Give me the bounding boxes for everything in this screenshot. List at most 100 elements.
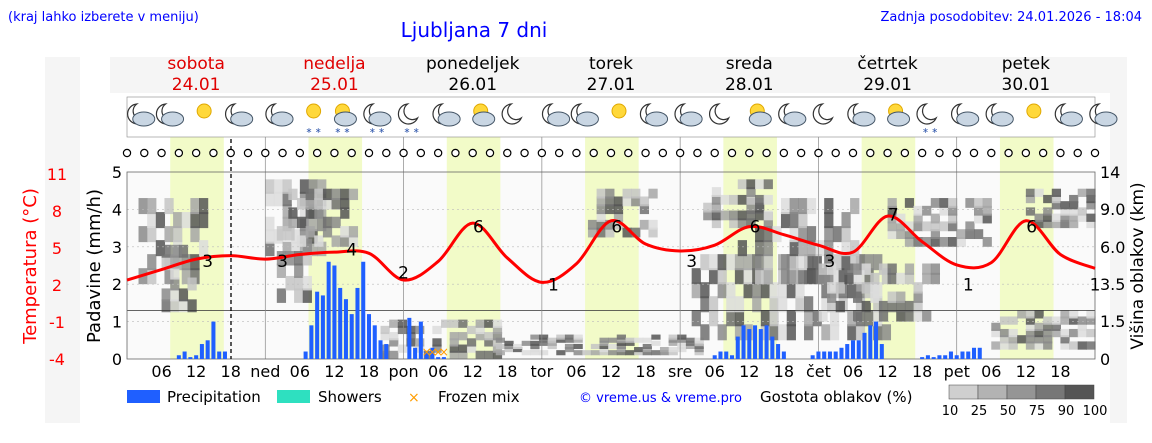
- cloud-cell: [596, 219, 606, 230]
- cloud-cell: [965, 198, 975, 208]
- cloud-cell: [789, 212, 799, 229]
- cloud-cell: [847, 282, 857, 299]
- precip-tick: 2: [112, 275, 122, 294]
- cloud-cell: [170, 255, 180, 269]
- cloud-cell: [155, 212, 166, 229]
- weather-icon: [887, 103, 911, 127]
- cloud-cell: [827, 300, 837, 313]
- time-tick: 12: [324, 362, 344, 381]
- svg-text:∗ ∗: ∗ ∗: [922, 126, 938, 135]
- cloud-cell: [755, 194, 765, 205]
- cloud-cell: [939, 205, 949, 216]
- cloud-cell: [599, 343, 609, 350]
- precip-bar: [441, 357, 446, 359]
- cloud-cell: [694, 350, 704, 356]
- cloud-cell: [564, 337, 575, 343]
- wind-calm-symbol: [589, 148, 598, 158]
- cloud-cell: [285, 226, 295, 241]
- precip-bar: [931, 357, 936, 359]
- precip-bar: [960, 351, 965, 359]
- cloud-cell: [331, 235, 341, 247]
- cloud-cell: [734, 254, 745, 271]
- cloud-cell: [755, 179, 765, 190]
- cloud-cell: [590, 343, 601, 350]
- cloud-cell: [389, 319, 399, 328]
- cloud-cell: [806, 226, 817, 243]
- cloud-cell: [711, 194, 722, 205]
- cloud-cell: [711, 202, 722, 213]
- cloud-cell: [804, 324, 814, 341]
- cloud-cell: [285, 275, 295, 291]
- cloud-cell: [755, 240, 765, 257]
- cloud-cell: [818, 263, 828, 275]
- cloud-cell: [432, 325, 442, 335]
- cloud-cell: [282, 204, 292, 219]
- cloud-cell: [789, 226, 799, 243]
- cloud-cell: [806, 268, 817, 285]
- cloud-cell: [484, 338, 494, 347]
- cloud-cell: [746, 198, 756, 215]
- cloud-cell: [265, 216, 275, 232]
- cloud-cell: [850, 240, 860, 257]
- cloud-cell: [651, 350, 661, 356]
- cloud-cell: [147, 254, 157, 271]
- cloud-cell: [1060, 341, 1070, 350]
- cloud-cell: [605, 204, 615, 215]
- day-date: 30.01: [1002, 75, 1051, 95]
- cloud-cell: [956, 229, 966, 240]
- weather-icon: [196, 103, 212, 119]
- cloud-cell: [948, 213, 958, 224]
- cloud-cell: [648, 188, 658, 199]
- cloud-cell: [308, 216, 318, 232]
- weather-icons: ∗ ∗ ∗ ∗ ∗ ∗ ∗ ∗ ∗ ∗: [127, 103, 1118, 135]
- location-hint[interactable]: (kraj lahko izberete v meniju): [8, 10, 199, 25]
- cloud-cell: [913, 310, 923, 322]
- wind-calm-symbol: [1056, 148, 1065, 158]
- precip-bar: [176, 355, 181, 359]
- precip-bar: [833, 351, 838, 359]
- cloud-cell: [873, 296, 883, 313]
- time-tick: 18: [359, 362, 379, 381]
- cloud-cell: [841, 240, 851, 257]
- cloud-cell: [265, 179, 275, 194]
- cloud-cell: [1069, 213, 1079, 222]
- cloud-cell: [1017, 310, 1027, 319]
- cloud-cell: [449, 350, 459, 359]
- cloud-cell: [691, 282, 701, 299]
- precip-bar: [943, 355, 948, 359]
- cloud-cell: [302, 238, 312, 254]
- cloud-cell: [622, 227, 632, 238]
- cloud-cell: [1034, 219, 1044, 229]
- wind-calm-symbol: [624, 148, 633, 158]
- cloud-cell: [1069, 219, 1079, 229]
- time-tick: 18: [221, 362, 241, 381]
- cloud-cell: [991, 341, 1001, 350]
- precip-bar: [436, 357, 441, 359]
- cloud-cell: [743, 282, 753, 299]
- cloud-cell: [847, 310, 857, 327]
- cloud-cell: [798, 212, 808, 229]
- cloud-cell: [1025, 207, 1036, 216]
- cloud-cell: [930, 272, 941, 285]
- temperature-tick: 2: [52, 276, 62, 295]
- cloud-cell: [389, 338, 399, 347]
- temperature-label: 3: [277, 252, 288, 272]
- cloud-cell: [786, 324, 796, 341]
- cloud-cell: [930, 221, 941, 232]
- cloud-cell: [711, 218, 722, 229]
- wind-calm-symbol: [866, 148, 875, 158]
- cloud-cell: [164, 198, 174, 215]
- cloud-cell: [1008, 328, 1018, 338]
- cloud-cell: [608, 350, 618, 356]
- cloud-cell: [832, 254, 843, 271]
- cloud-cell: [170, 299, 180, 313]
- cloud-cell: [789, 254, 799, 271]
- chart-title: Ljubljana 7 dni: [401, 18, 548, 42]
- cloud-cell: [769, 324, 779, 341]
- cloud-cell: [668, 334, 678, 340]
- cloud-cell: [913, 213, 923, 224]
- credit-link[interactable]: © vreme.us & vreme.pro: [579, 391, 742, 406]
- cloud-cell: [495, 337, 505, 343]
- cloud-cell: [677, 347, 687, 353]
- cloud-cell: [948, 237, 958, 247]
